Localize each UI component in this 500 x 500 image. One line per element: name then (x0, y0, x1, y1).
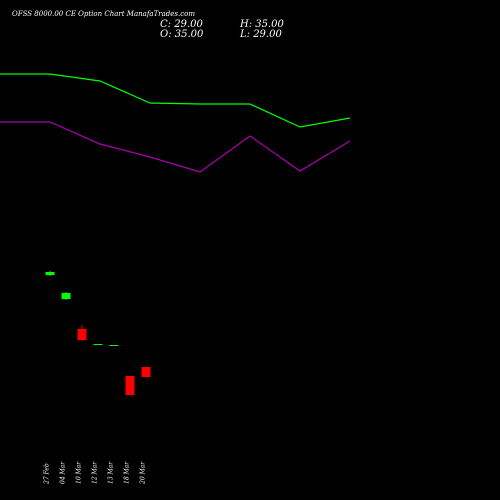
candle-body (141, 367, 151, 377)
open-value: O: 35.00 (160, 29, 204, 40)
x-tick-label: 12 Mar (92, 461, 99, 484)
candles (45, 271, 151, 395)
chart-title: OFSS 8000.00 CE Option Chart ManafaTrade… (12, 10, 195, 18)
candle-body (125, 376, 135, 395)
upper-indicator-line (0, 73, 351, 128)
candle-body (77, 329, 87, 340)
candle (109, 345, 119, 346)
x-tick-label: 10 Mar (76, 461, 83, 484)
candle-body (61, 293, 71, 299)
candle (45, 271, 55, 276)
x-tick-label: 13 Mar (108, 461, 115, 484)
candle (61, 292, 71, 300)
candle-body (45, 272, 55, 275)
lower-indicator-line (0, 121, 351, 173)
low-value: L: 29.00 (240, 29, 282, 40)
x-axis-labels: 27 Feb 04 Mar 10 Mar 12 Mar 13 Mar 18 Mar 20 M… (44, 461, 147, 485)
candle (77, 325, 87, 341)
candle (125, 376, 135, 395)
candle-body (109, 345, 119, 346)
x-tick-label: 20 Mar (140, 461, 147, 485)
close-value: C: 29.00 (160, 19, 203, 30)
high-value: H: 35.00 (240, 19, 284, 30)
candle (141, 367, 151, 377)
x-tick-label: 27 Feb (44, 463, 51, 485)
candle-body (93, 344, 103, 345)
indicator-lines (0, 73, 351, 173)
candle (93, 344, 103, 345)
x-tick-label: 04 Mar (60, 461, 67, 484)
x-tick-label: 18 Mar (124, 461, 131, 484)
